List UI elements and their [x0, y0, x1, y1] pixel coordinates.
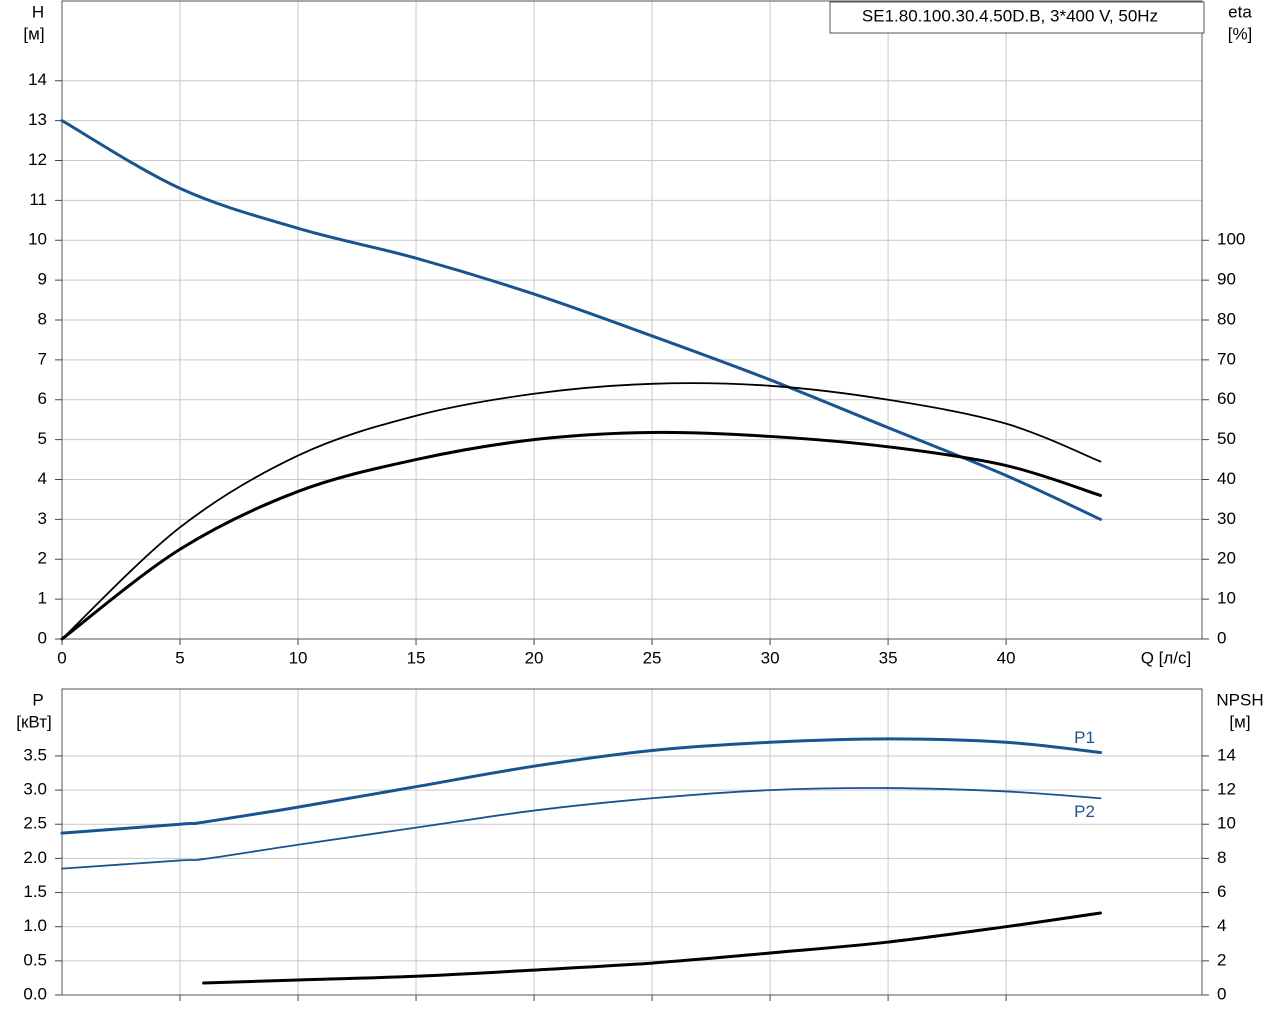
x-tick-label: 10 [289, 648, 308, 667]
curve [61, 382, 1102, 640]
y-tick-label: 6 [38, 389, 47, 408]
y-tick-label: 1 [38, 589, 47, 608]
x-tick-label: 25 [643, 648, 662, 667]
y-axis-unit: [кВт] [16, 712, 51, 731]
y-tick-label: 3.5 [23, 745, 47, 764]
y-tick-label: 0.5 [23, 950, 47, 969]
y2-tick-label: 50 [1217, 429, 1236, 448]
y2-tick-label: 40 [1217, 469, 1236, 488]
x-tick-label: 0 [57, 648, 66, 667]
y-tick-label: 1.5 [23, 882, 47, 901]
x-tick-label: 15 [407, 648, 426, 667]
y2-tick-label: 10 [1217, 589, 1236, 608]
y2-tick-label: 20 [1217, 549, 1236, 568]
y-axis-label: H [32, 2, 44, 21]
curve [60, 119, 1103, 521]
x-axis-label: Q [л/с] [1141, 648, 1192, 667]
y-tick-label: 13 [28, 110, 47, 129]
x-tick-label: 20 [525, 648, 544, 667]
y-tick-label: 3.0 [23, 780, 47, 799]
x-tick-label: 35 [879, 648, 898, 667]
y-tick-label: 2.5 [23, 814, 47, 833]
curve [60, 430, 1103, 641]
series-label: P1 [1074, 728, 1095, 747]
y2-tick-label: 0 [1217, 984, 1226, 1003]
y-tick-label: 0 [38, 628, 47, 647]
y-tick-label: 2 [38, 549, 47, 568]
y2-tick-label: 12 [1217, 780, 1236, 799]
y-tick-label: 7 [38, 349, 47, 368]
y-tick-label: 11 [29, 190, 47, 209]
y2-axis-label: eta [1228, 2, 1252, 21]
y2-tick-label: 60 [1217, 389, 1236, 408]
y2-axis-label: NPSH [1216, 690, 1263, 709]
y-tick-label: 2.0 [23, 848, 47, 867]
y-axis-unit: [м] [23, 24, 44, 43]
chart-title: SE1.80.100.30.4.50D.B, 3*400 V, 50Hz [862, 6, 1158, 25]
y-tick-label: 1.0 [23, 916, 47, 935]
y-tick-label: 9 [38, 270, 47, 289]
y-tick-label: 4 [38, 469, 47, 488]
y2-tick-label: 70 [1217, 349, 1236, 368]
curve [61, 787, 1102, 870]
y-tick-label: 12 [28, 150, 47, 169]
plot-border [61, 0, 1203, 640]
title-box [829, 1, 1205, 34]
y2-tick-label: 80 [1217, 309, 1236, 328]
y-tick-label: 5 [38, 429, 47, 448]
curve [202, 911, 1103, 985]
y2-tick-label: 90 [1217, 270, 1236, 289]
y2-tick-label: 10 [1217, 814, 1236, 833]
y2-axis-unit: [м] [1229, 712, 1250, 731]
y2-tick-label: 0 [1217, 628, 1226, 647]
curve [60, 737, 1103, 835]
y2-tick-label: 8 [1217, 848, 1226, 867]
y2-tick-label: 14 [1217, 745, 1236, 764]
series-label: P2 [1074, 802, 1095, 821]
y2-axis-unit: [%] [1228, 24, 1253, 43]
y-tick-label: 3 [38, 509, 47, 528]
y2-tick-label: 4 [1217, 916, 1226, 935]
y-tick-label: 14 [28, 70, 47, 89]
y2-tick-label: 30 [1217, 509, 1236, 528]
y-tick-label: 0.0 [23, 984, 47, 1003]
x-tick-label: 40 [997, 648, 1016, 667]
y2-tick-label: 100 [1217, 230, 1245, 249]
y-axis-label: P [32, 690, 43, 709]
y-tick-label: 10 [28, 230, 47, 249]
x-tick-label: 5 [175, 648, 184, 667]
y2-tick-label: 6 [1217, 882, 1226, 901]
x-tick-label: 30 [761, 648, 780, 667]
y2-tick-label: 2 [1217, 950, 1226, 969]
y-tick-label: 8 [38, 309, 47, 328]
plot-border [61, 688, 1203, 996]
